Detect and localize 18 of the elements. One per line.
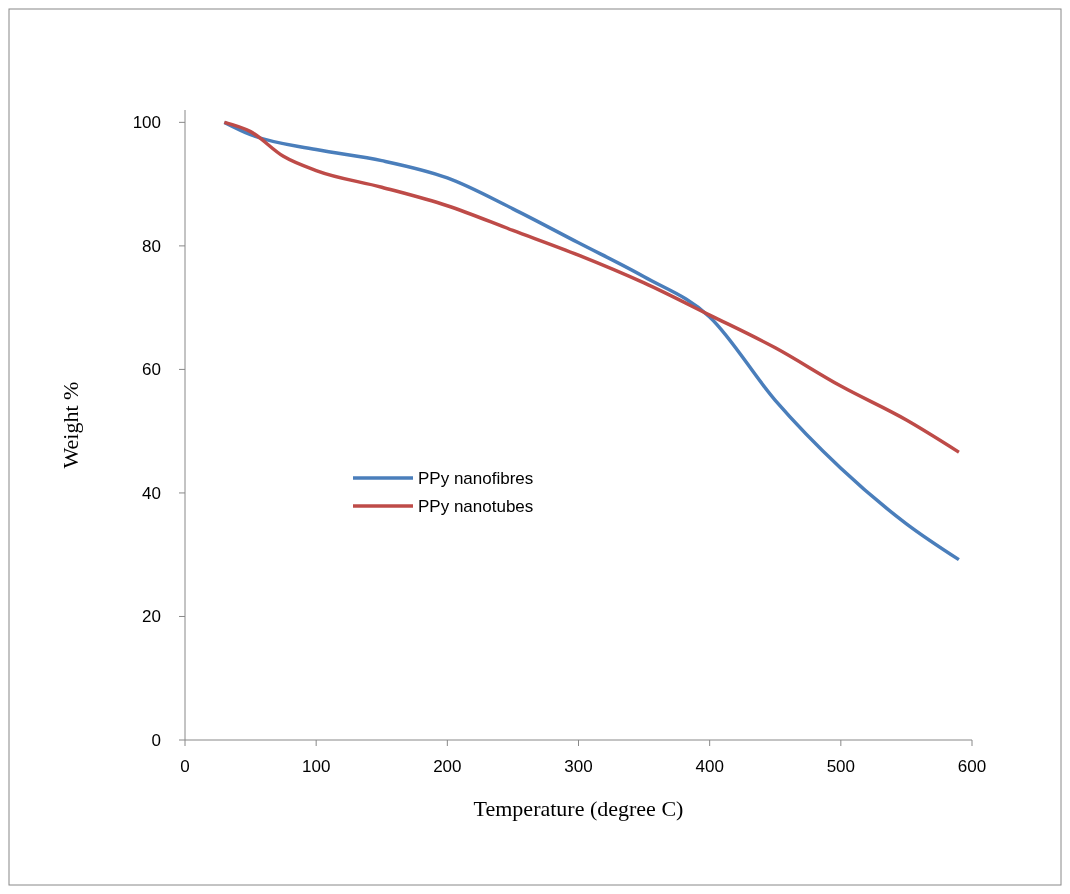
- x-tick-label: 500: [826, 757, 856, 776]
- y-tick-label: 0: [151, 731, 161, 750]
- x-tick-label: 300: [564, 757, 593, 776]
- x-tick-label: 200: [433, 757, 462, 776]
- y-tick-label: 60: [142, 360, 161, 380]
- y-tick-label: 80: [142, 236, 161, 256]
- legend-label: PPy nanofibres: [418, 469, 534, 488]
- x-tick-label: 600: [957, 757, 987, 776]
- line-series: [222, 120, 961, 454]
- x-axis-title: Temperature (degree C): [473, 796, 684, 821]
- x-tick-label: 100: [301, 757, 331, 776]
- x-tick-label: 0: [180, 757, 190, 776]
- y-tick-label: 20: [142, 607, 161, 627]
- y-axis-title: Weight %: [58, 381, 83, 469]
- legend-label: PPy nanotubes: [418, 497, 534, 516]
- y-tick-label: 100: [132, 113, 161, 133]
- x-tick-label: 400: [695, 757, 724, 776]
- y-tick-label: 40: [142, 483, 161, 503]
